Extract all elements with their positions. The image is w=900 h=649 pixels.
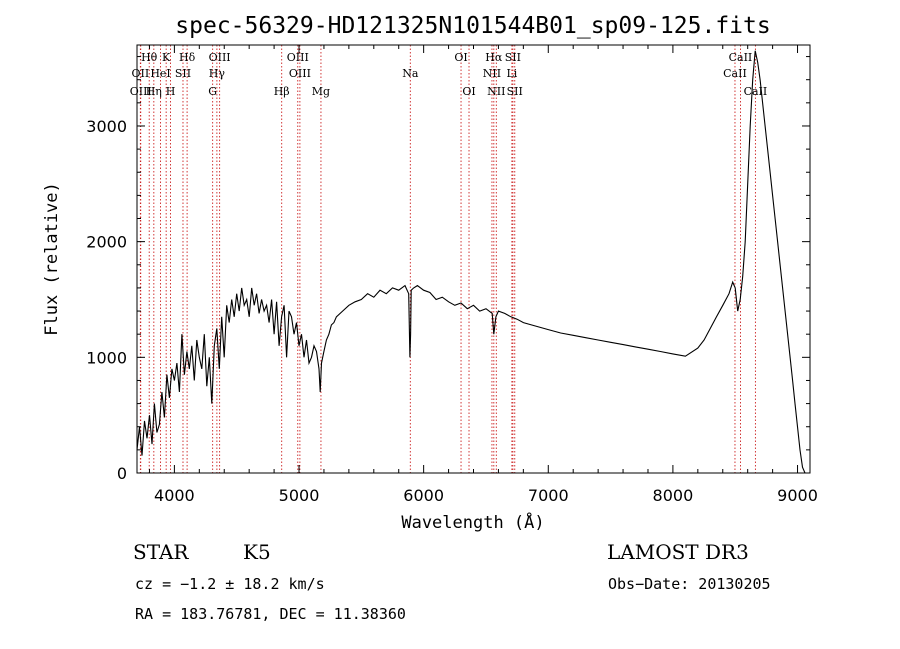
- line-label: CaII: [723, 67, 747, 80]
- y-tick-label: 2000: [86, 233, 127, 252]
- x-axis-ticks: 4000 5000 6000 7000 8000 9000: [148, 45, 818, 505]
- line-label: Hα: [485, 51, 503, 64]
- line-label: H: [166, 85, 176, 98]
- line-label: NII: [483, 67, 501, 80]
- object-type: STAR: [133, 540, 189, 564]
- x-tick-label: 6000: [403, 486, 444, 505]
- line-label: SII: [175, 67, 191, 80]
- x-tick-label: 9000: [777, 486, 818, 505]
- y-axis-ticks: 0 1000 2000 3000: [86, 56, 810, 483]
- object-subclass: K5: [243, 540, 271, 564]
- redshift-velocity: cz = −1.2 ± 18.2 km/s: [135, 575, 325, 593]
- line-label: OIII: [287, 51, 309, 64]
- line-label: Li: [506, 67, 517, 80]
- line-label: Hη: [146, 85, 162, 98]
- x-tick-label: 5000: [279, 486, 320, 505]
- line-label: Hβ: [274, 85, 290, 98]
- line-label: Hθ: [141, 51, 158, 64]
- line-label: Mg: [312, 85, 330, 98]
- x-tick-label: 8000: [653, 486, 694, 505]
- line-label: CaII: [744, 85, 768, 98]
- y-tick-label: 1000: [86, 348, 127, 367]
- line-label: SII: [507, 85, 523, 98]
- chart-title: spec-56329-HD121325N101544B01_sp09-125.f…: [175, 13, 770, 39]
- line-label: Na: [402, 67, 419, 80]
- x-axis-label: Wavelength (Å): [401, 511, 544, 533]
- spectrum-line: [136, 50, 806, 474]
- line-label: G: [208, 85, 217, 98]
- line-label: OII: [132, 67, 150, 80]
- plot-frame: [136, 44, 811, 474]
- line-label: OI: [462, 85, 475, 98]
- line-label: Hδ: [179, 51, 196, 64]
- line-label: SII: [505, 51, 521, 64]
- y-tick-label: 3000: [86, 117, 127, 136]
- x-tick-label: 7000: [528, 486, 569, 505]
- line-label: Hγ: [209, 67, 226, 80]
- survey-name: LAMOST DR3: [607, 540, 749, 564]
- emission-line-markers: [139, 45, 756, 473]
- x-tick-label: 4000: [154, 486, 195, 505]
- line-label: OI: [454, 51, 467, 64]
- y-axis-label: Flux (relative): [42, 182, 62, 336]
- line-label: NII: [487, 85, 505, 98]
- y-tick-label: 0: [117, 464, 127, 483]
- line-label: K: [162, 51, 171, 64]
- line-label: OIII: [130, 85, 152, 98]
- line-label: HeI: [150, 67, 170, 80]
- coordinates: RA = 183.76781, DEC = 11.38360: [135, 605, 406, 623]
- line-label: CaII: [729, 51, 753, 64]
- line-label: OIII: [289, 67, 311, 80]
- observation-date: Obs−Date: 20130205: [608, 575, 771, 593]
- line-label: OIII: [209, 51, 231, 64]
